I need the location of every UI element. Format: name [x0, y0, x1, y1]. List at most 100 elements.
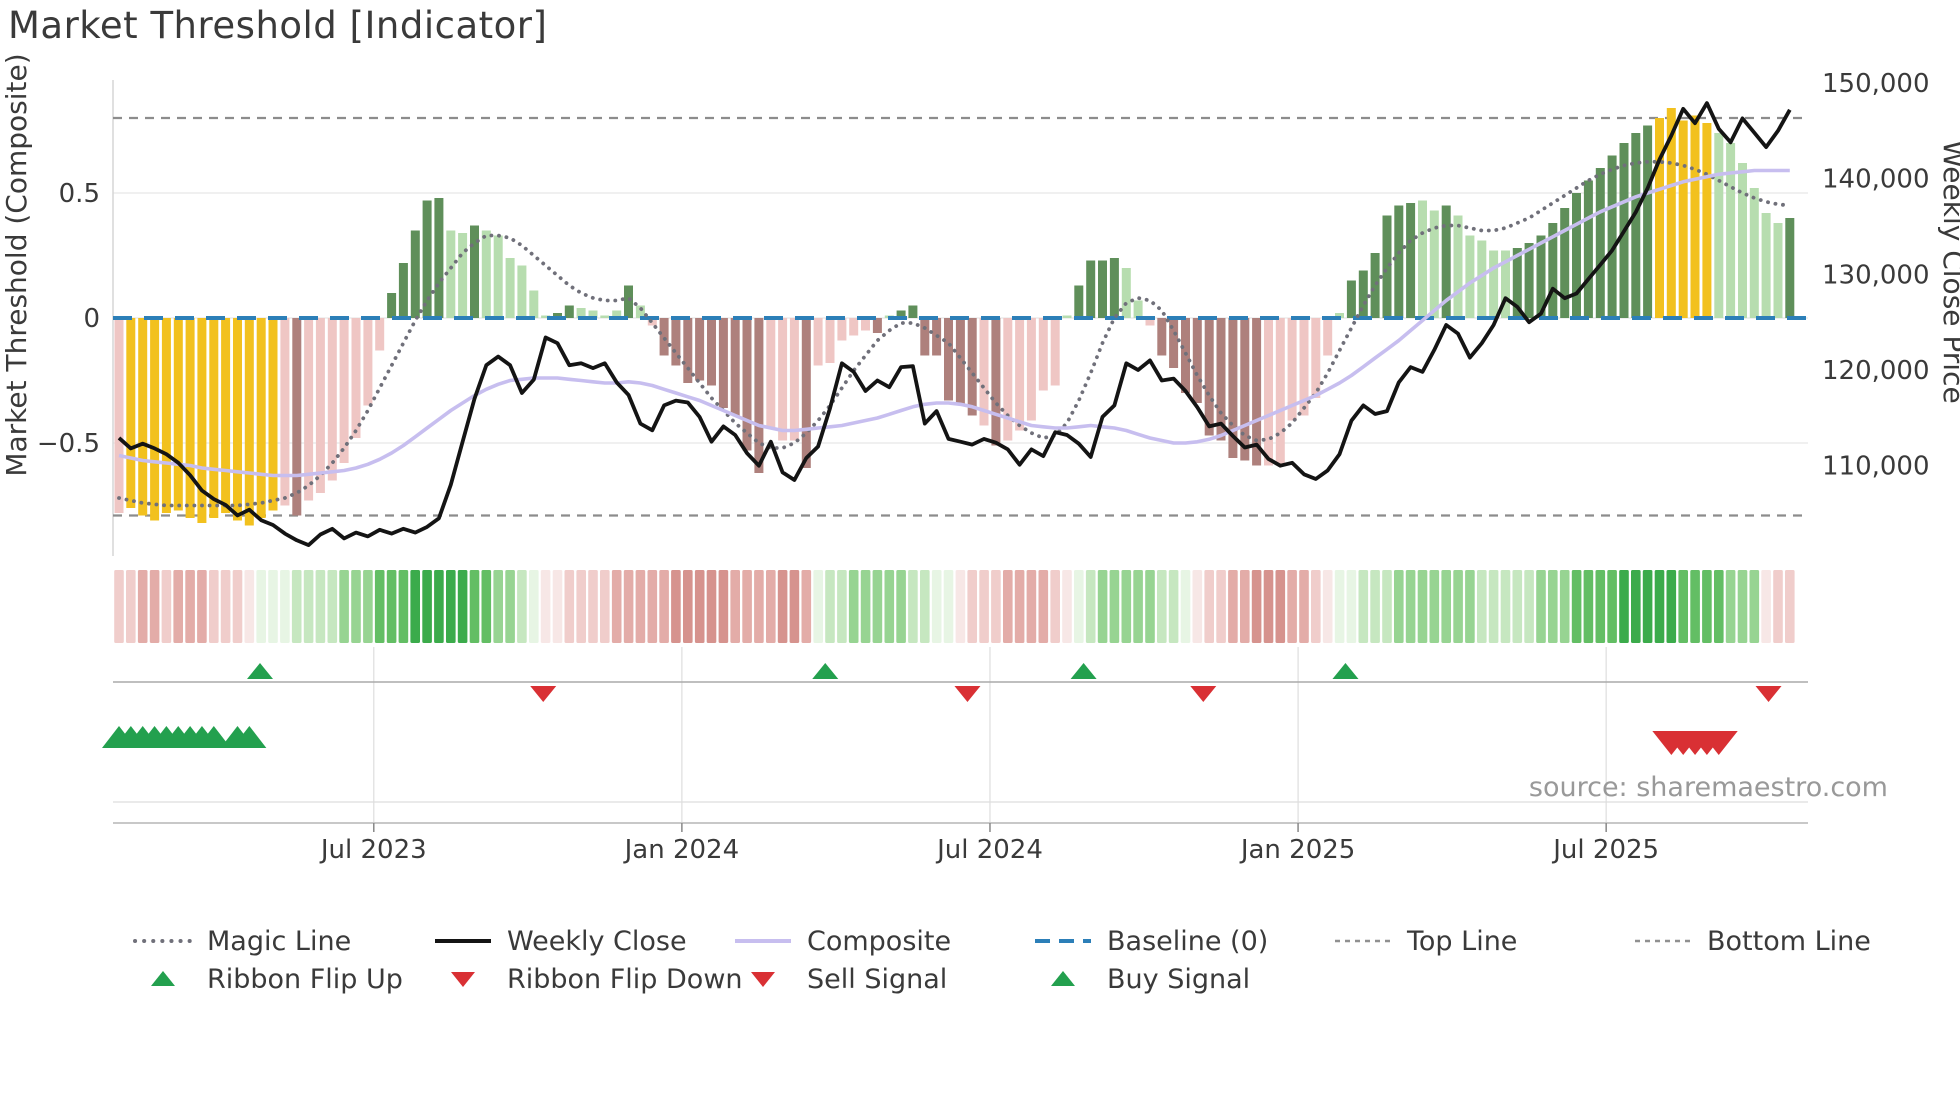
ribbon-cell — [244, 570, 255, 643]
composite-bar — [624, 285, 633, 318]
x-axis-tick-label: Jan 2024 — [623, 835, 740, 865]
composite-bar — [991, 318, 1001, 446]
ribbon-strip — [114, 570, 1795, 643]
ribbon-cell — [564, 570, 575, 643]
magic-line — [117, 159, 1792, 508]
composite-bar — [339, 318, 349, 463]
right-axis-tick-label: 140,000 — [1822, 165, 1930, 195]
ribbon-cell — [173, 570, 183, 643]
composite-bar — [458, 233, 468, 318]
composite-bar — [896, 310, 906, 318]
ribbon-cell — [1121, 570, 1132, 643]
left-axis-title: Market Threshold (Composite) — [0, 53, 33, 476]
composite-bar — [197, 318, 207, 523]
composite-bar — [1086, 260, 1096, 318]
composite-bar — [683, 318, 693, 383]
ribbon-cell — [209, 570, 219, 643]
ribbon-cell — [955, 570, 966, 643]
triangle-down-icon — [751, 972, 775, 987]
legend-item: Weekly Close — [433, 924, 687, 958]
composite-bar — [410, 230, 420, 318]
composite-bar — [1240, 318, 1250, 461]
composite-bar — [659, 318, 669, 356]
composite-bar — [1607, 155, 1617, 318]
ribbon-cell — [1465, 570, 1475, 643]
ribbon-cell — [1251, 570, 1262, 643]
composite-bar — [1382, 215, 1392, 318]
composite-bar — [126, 318, 136, 508]
ribbon-cell — [434, 570, 444, 643]
ribbon-cell — [1417, 570, 1428, 643]
ribbon-cell — [884, 570, 895, 643]
composite-bar — [1714, 133, 1724, 318]
right-axis: 150,000 140,000 130,000 120,000 110,000 Weekl… — [1822, 69, 1960, 482]
composite-bar — [754, 318, 764, 473]
ribbon-cell — [1240, 570, 1250, 643]
composite-bar — [173, 318, 183, 511]
composite-bar — [1560, 208, 1570, 318]
composite-bar — [422, 200, 432, 318]
composite-bar — [789, 318, 799, 441]
ribbon-cell — [730, 570, 740, 643]
composite-bars-series — [114, 108, 1795, 526]
ribbon-cell — [991, 570, 1001, 643]
ribbon-cell — [1287, 570, 1297, 643]
composite-bar — [1501, 250, 1510, 318]
composite-bar — [268, 318, 278, 511]
ribbon-cell — [979, 570, 989, 643]
composite-bar — [1216, 318, 1226, 441]
ribbon-cell — [1014, 570, 1025, 643]
ribbon-cell — [576, 570, 586, 643]
ribbon-cell — [671, 570, 681, 643]
composite-bar — [481, 230, 491, 318]
composite-bar — [825, 318, 835, 363]
composite-line — [118, 168, 1790, 478]
composite-bar — [766, 318, 776, 428]
ribbon-cell — [422, 570, 432, 643]
reference-lines — [113, 116, 1808, 517]
sell-signal-marker — [1699, 731, 1738, 755]
composite-bar — [1583, 180, 1593, 318]
buy-signal-marker — [196, 726, 231, 748]
ribbon-cell — [398, 570, 409, 643]
composite-bar — [1690, 115, 1700, 318]
ribbon-cell — [825, 570, 835, 643]
composite-bar — [1548, 223, 1558, 318]
ribbon-cell — [635, 570, 646, 643]
composite-bar — [742, 318, 752, 451]
composite-bar — [1489, 250, 1499, 318]
composite-bar — [517, 265, 527, 318]
ribbon-cell — [766, 570, 776, 643]
ribbon-flip-down-marker — [530, 686, 557, 702]
composite-bar — [1655, 118, 1664, 318]
signal-area-guides — [113, 647, 1808, 824]
magic-line-series — [117, 159, 1792, 508]
composite-bar — [1785, 218, 1795, 318]
right-axis-tick-label: 130,000 — [1822, 260, 1930, 290]
ribbon-cell — [813, 570, 823, 643]
composite-bar — [1275, 318, 1285, 466]
ribbon-cell — [1642, 570, 1653, 643]
composite-bar — [944, 318, 953, 401]
ribbon-cell — [1666, 570, 1677, 643]
composite-bar — [955, 318, 965, 406]
legend-item-label: Composite — [807, 925, 952, 957]
ribbon-cell — [623, 570, 634, 643]
legend-item-label: Buy Signal — [1107, 963, 1251, 995]
composite-bar — [1323, 318, 1333, 356]
ribbon-flip-down-marker — [954, 686, 981, 702]
composite-bar — [1418, 200, 1427, 318]
composite-bar — [1287, 318, 1297, 421]
composite-bar — [1738, 163, 1747, 318]
composite-bar — [1121, 268, 1131, 318]
composite-bar — [280, 318, 290, 506]
composite-bar — [1311, 318, 1321, 398]
x-axis-tick-label: Jan 2025 — [1239, 835, 1356, 865]
ribbon-cell — [896, 570, 906, 643]
composite-bar — [505, 258, 515, 318]
ribbon-cell — [1654, 570, 1665, 643]
legend-item-label: Magic Line — [207, 925, 352, 957]
ribbon-cell — [1003, 570, 1013, 643]
